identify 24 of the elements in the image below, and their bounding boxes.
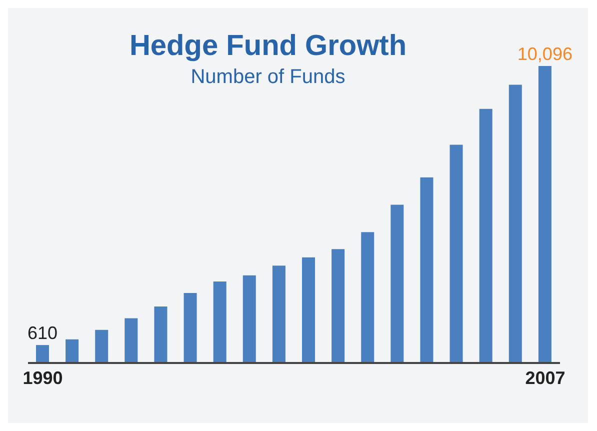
data-label: 10,096 [517,44,572,64]
bar [479,108,492,363]
bar [332,249,345,363]
bar [213,282,226,363]
bar [95,330,108,363]
bar [450,144,463,363]
bar [508,84,522,363]
bar [124,318,138,363]
bar [302,257,315,363]
bar [36,345,49,363]
bar [390,204,404,363]
bar [538,66,552,363]
bar [420,177,434,363]
chart-subtitle: Number of Funds [190,66,346,89]
data-label: 610 [27,323,58,344]
chart-title: Hedge Fund Growth [129,30,407,62]
bar [184,292,197,363]
bar [242,275,256,363]
bar [154,306,168,363]
bar [66,339,79,363]
x-tick-label: 2007 [525,368,566,388]
x-tick-label: 1990 [22,368,63,388]
bar [272,266,286,363]
bar [361,232,374,363]
